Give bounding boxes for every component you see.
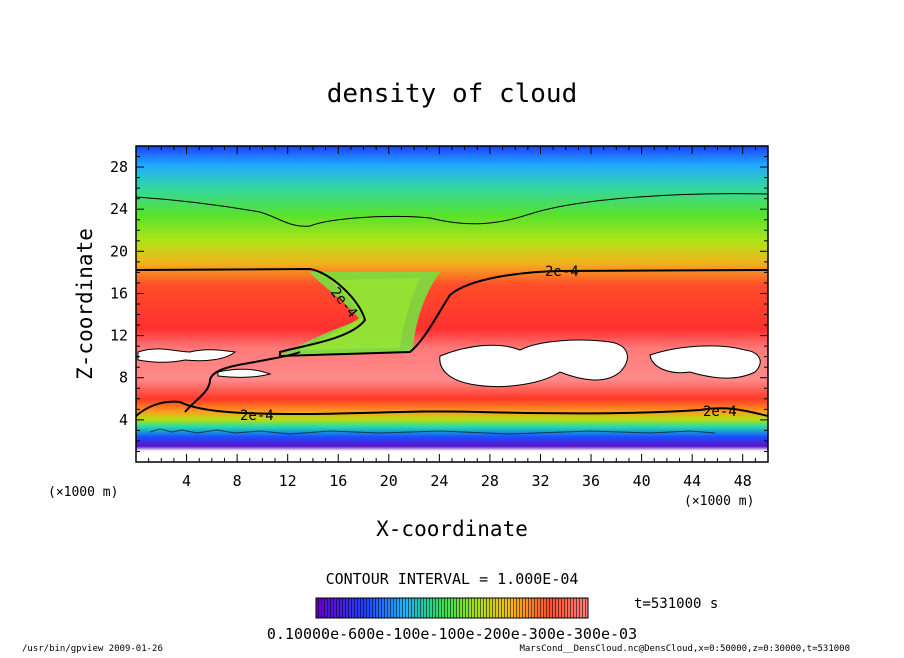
y-tick-label: 28 — [110, 158, 128, 176]
time-label: t=531000 s — [634, 596, 718, 612]
colorbar-tick-labels: 0.10000e-600e-100e-100e-200e-300e-300e-0… — [267, 625, 637, 643]
x-tick-label: 44 — [683, 472, 701, 490]
contour-lines — [136, 193, 768, 435]
contour-labels: 2e-4 2e-4 2e-4 2e-4 — [240, 264, 737, 424]
colorbar-stripes — [316, 598, 588, 618]
contour-label-lower-right: 2e-4 — [703, 404, 737, 420]
x-axis-label: X-coordinate — [376, 517, 528, 541]
contour-label-lower-left: 2e-4 — [240, 408, 274, 424]
chart-title: density of cloud — [327, 79, 577, 109]
density-field — [136, 146, 768, 462]
x-tick-label: 4 — [182, 472, 191, 490]
y-tick-label: 4 — [119, 411, 128, 429]
y-tick-label: 20 — [110, 242, 128, 260]
y-tick-label: 16 — [110, 284, 128, 302]
contour-line-2e-4-upper — [136, 267, 768, 358]
y-tick-label: 12 — [110, 327, 128, 345]
x-tick-label: 40 — [633, 472, 651, 490]
footer-right: MarsCond__DensCloud.nc@DensCloud,x=0:500… — [519, 644, 850, 654]
green-intrusion-inner — [300, 278, 420, 350]
contour-line-2e-4-lower — [136, 400, 768, 417]
contour-line-upper — [136, 193, 768, 227]
x-tick-label: 32 — [531, 472, 549, 490]
x-tick-label: 8 — [233, 472, 242, 490]
contour-interval: CONTOUR INTERVAL = 1.000E-04 — [326, 570, 579, 588]
contour-label-upper: 2e-4 — [545, 264, 579, 280]
x-tick-label: 48 — [734, 472, 752, 490]
plot-area: 2e-4 2e-4 2e-4 2e-4 — [136, 146, 768, 462]
x-axis-unit: (×1000 m) — [684, 494, 754, 509]
y-tick-label: 8 — [119, 369, 128, 387]
x-axis: 4 8 12 16 20 24 28 32 36 40 44 48 — [148, 146, 756, 490]
x-tick-label: 28 — [481, 472, 499, 490]
y-axis: 4 8 12 16 20 24 28 — [110, 156, 768, 452]
contour-line-plume — [184, 351, 301, 413]
x-tick-label: 36 — [582, 472, 600, 490]
x-tick-label: 24 — [430, 472, 448, 490]
cloud-free-patches — [137, 339, 761, 388]
y-axis-unit: (×1000 m) — [48, 485, 118, 500]
y-tick-label: 24 — [110, 200, 128, 218]
ground-noise-line — [149, 428, 716, 435]
y-axis-label: Z-coordinate — [73, 228, 97, 380]
colorbar — [315, 597, 589, 619]
x-tick-label: 16 — [329, 472, 347, 490]
footer-left: /usr/bin/gpview 2009-01-26 — [22, 644, 163, 654]
x-tick-label: 12 — [279, 472, 297, 490]
x-tick-label: 20 — [380, 472, 398, 490]
